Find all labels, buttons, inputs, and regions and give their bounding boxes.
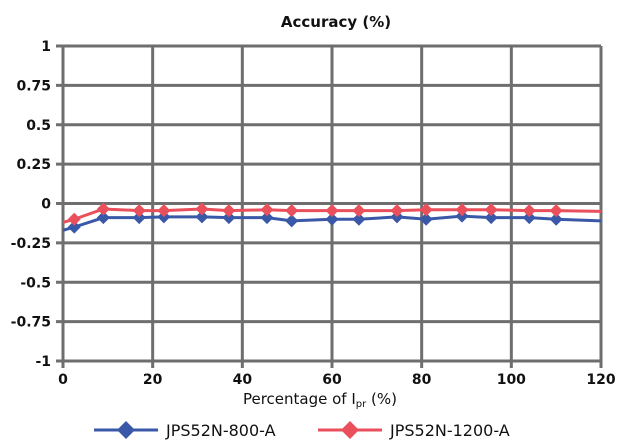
legend-item: JPS52N-1200-A bbox=[318, 421, 510, 440]
y-tick-label: -1 bbox=[35, 354, 51, 370]
x-tick-label: 20 bbox=[143, 372, 163, 388]
data-point bbox=[549, 212, 563, 226]
y-tick-label: -0.75 bbox=[11, 315, 51, 331]
tick-labels: 1 0.75 0.5 0.25 0 -0.25 -0.5 -0.75 -1 0 20 40 60 80 10… bbox=[11, 39, 616, 388]
x-axis-label-suffix: (%) bbox=[366, 390, 397, 408]
data-point bbox=[260, 203, 274, 217]
legend-label: JPS52N-1200-A bbox=[389, 421, 510, 440]
data-point bbox=[67, 212, 81, 226]
data-point bbox=[352, 204, 366, 218]
data-point bbox=[260, 211, 274, 225]
data-point bbox=[390, 204, 404, 218]
data-point bbox=[96, 202, 110, 216]
x-tick-label: 80 bbox=[412, 372, 432, 388]
legend-label: JPS52N-800-A bbox=[165, 421, 276, 440]
x-tick-label: 0 bbox=[58, 372, 68, 388]
data-point bbox=[195, 202, 209, 216]
data-point bbox=[455, 203, 469, 217]
y-tick-label: 0.5 bbox=[26, 118, 51, 134]
data-point bbox=[195, 210, 209, 224]
y-tick-label: 0.25 bbox=[16, 157, 51, 173]
data-point bbox=[484, 203, 498, 217]
data-point bbox=[67, 220, 81, 234]
data-point bbox=[419, 203, 433, 217]
data-point bbox=[132, 211, 146, 225]
data-point bbox=[96, 211, 110, 225]
data-point bbox=[484, 211, 498, 225]
x-axis-label-subscript: pr bbox=[356, 399, 367, 410]
data-point bbox=[352, 212, 366, 226]
y-tick-label: 0 bbox=[41, 197, 51, 213]
data-point bbox=[549, 204, 563, 218]
data-point bbox=[325, 204, 339, 218]
data-point bbox=[222, 204, 236, 218]
data-point bbox=[325, 212, 339, 226]
y-tick-label: -0.5 bbox=[20, 275, 51, 291]
legend-marker bbox=[117, 421, 135, 439]
x-tick-label: 120 bbox=[586, 372, 615, 388]
y-tick-label: -0.25 bbox=[11, 236, 51, 252]
data-point bbox=[522, 204, 536, 218]
series bbox=[62, 202, 602, 226]
y-tick-label: 0.75 bbox=[16, 78, 51, 94]
y-tick-label: 1 bbox=[41, 39, 51, 55]
chart-title: Accuracy (%) bbox=[281, 13, 391, 31]
data-point bbox=[157, 204, 171, 218]
legend-item: JPS52N-800-A bbox=[94, 421, 276, 440]
legend-marker bbox=[341, 421, 359, 439]
x-tick-label: 40 bbox=[233, 372, 253, 388]
data-point bbox=[285, 204, 299, 218]
x-axis-label: Percentage of Ipr (%) bbox=[243, 390, 397, 410]
data-point bbox=[419, 212, 433, 226]
series-layer bbox=[62, 202, 602, 234]
x-tick-label: 60 bbox=[322, 372, 342, 388]
data-point bbox=[285, 214, 299, 228]
data-point bbox=[132, 204, 146, 218]
data-point bbox=[522, 211, 536, 225]
x-axis-label-prefix: Percentage of I bbox=[243, 390, 356, 408]
data-point bbox=[222, 211, 236, 225]
legend: JPS52N-800-A JPS52N-1200-A bbox=[94, 421, 510, 440]
x-tick-label: 100 bbox=[497, 372, 526, 388]
